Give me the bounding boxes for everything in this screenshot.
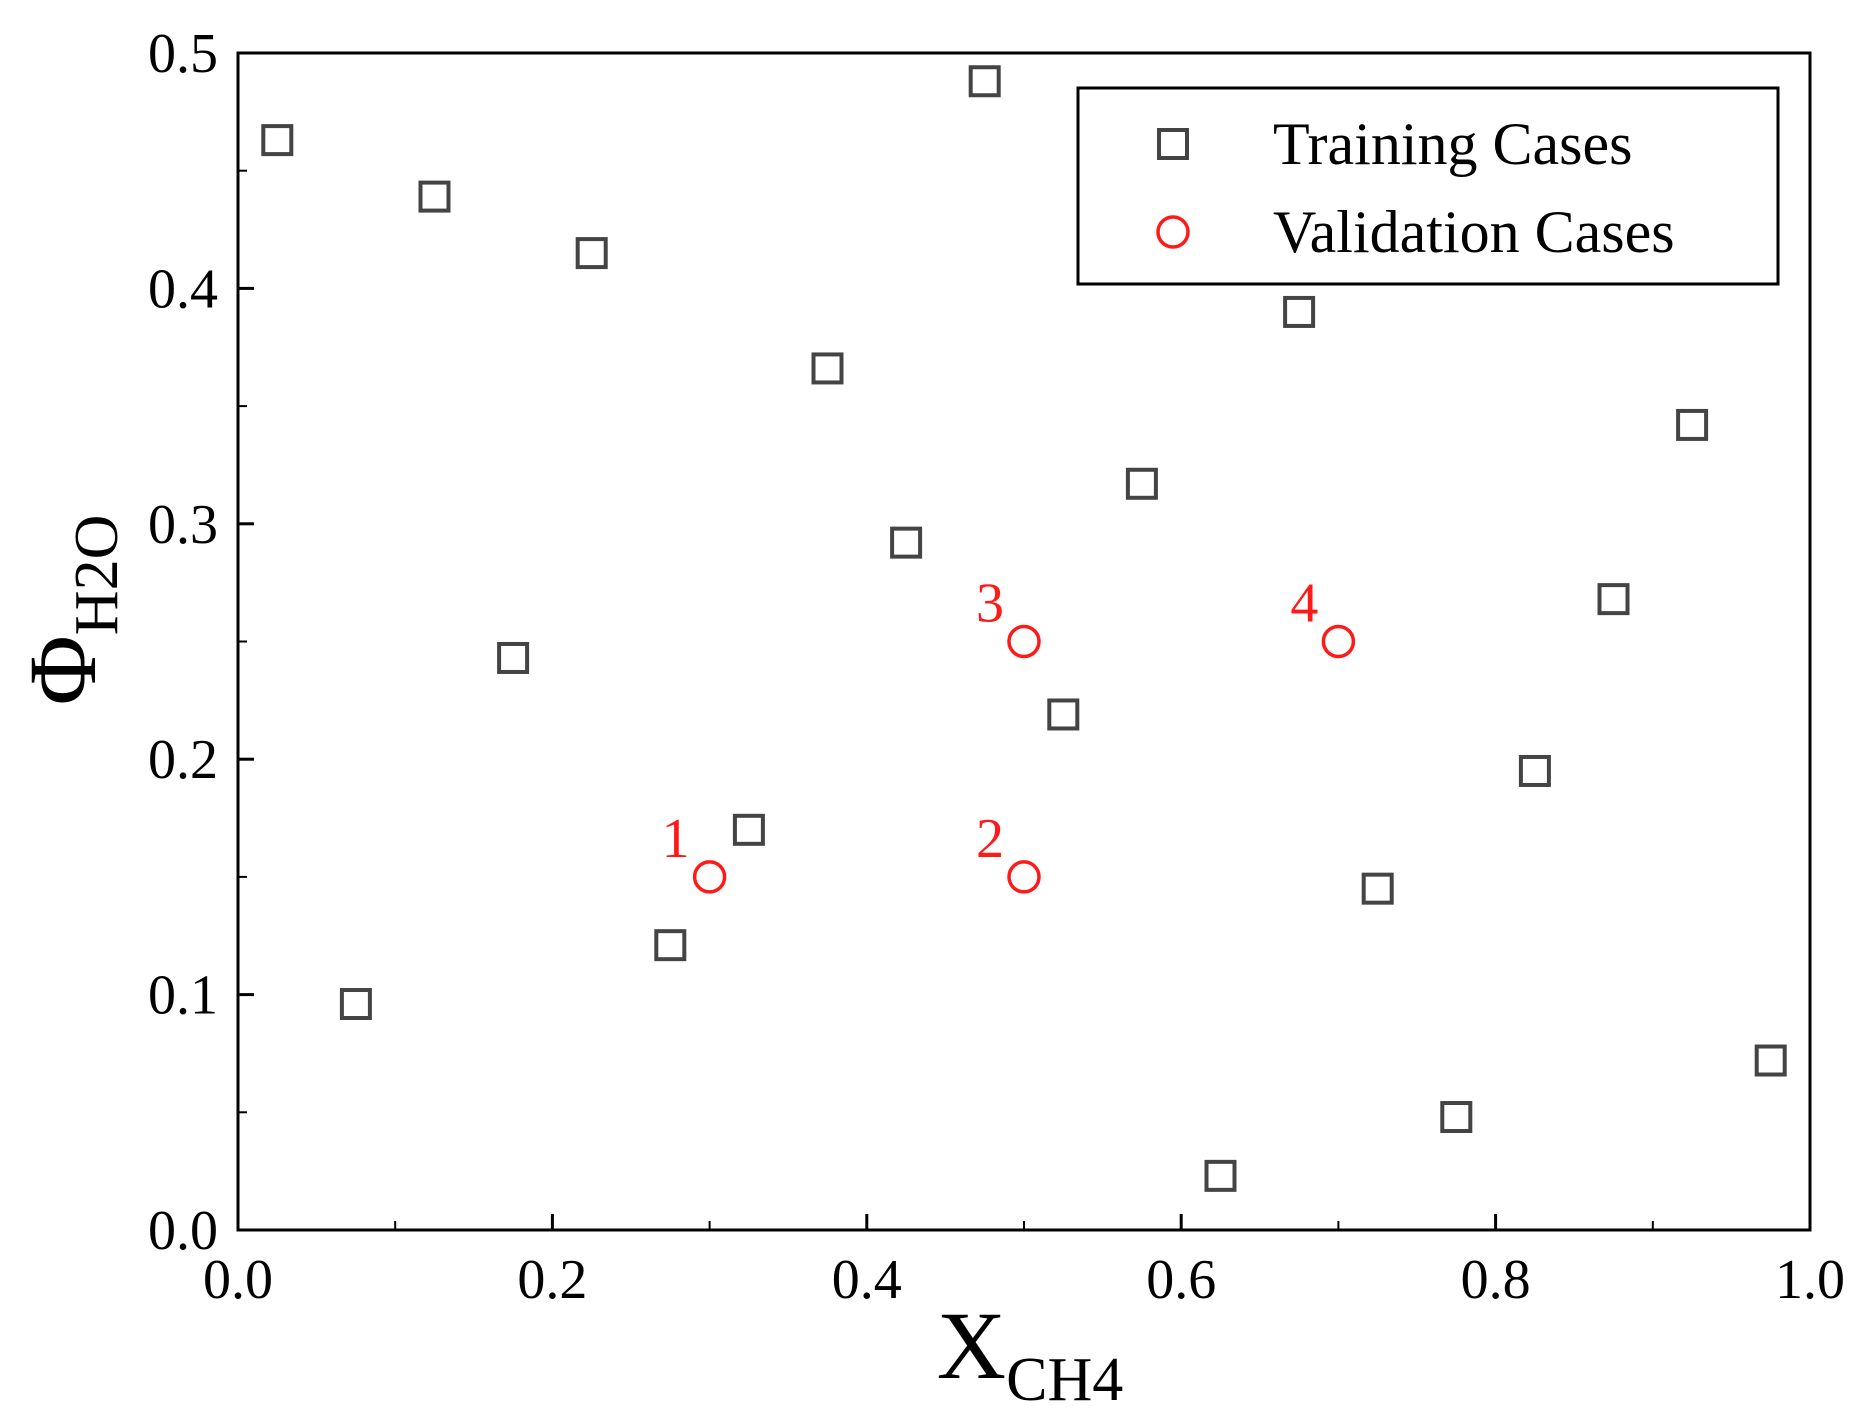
validation-point [1007,624,1041,659]
training-point [968,65,1001,98]
y-axis-title: ΦH2O [9,515,131,706]
x-axis-title-main: X [937,1292,1006,1399]
training-point [1676,408,1709,441]
training-point [732,813,765,846]
y-tick-label: 0.1 [148,965,218,1027]
x-axis-title-sub: CH4 [1006,1346,1123,1414]
y-tick-label: 0.0 [148,1200,218,1262]
training-point [1440,1101,1473,1134]
training-point [1597,583,1630,616]
x-tick-label: 0.6 [1146,1249,1216,1311]
legend-label: Training Cases [1273,111,1632,177]
svg-text:ΦH2O: ΦH2O [9,515,131,706]
training-point [575,237,608,270]
legend-box [1076,86,1780,286]
x-tick-label: 0.2 [517,1249,587,1311]
training-point [1204,1159,1237,1192]
x-tick-label: 0.8 [1461,1249,1531,1311]
y-tick-label: 0.3 [148,494,218,556]
training-point [418,180,451,213]
y-axis-title-sub: H2O [63,515,131,636]
series-1 [261,65,1787,1192]
training-point [1047,698,1080,731]
legend-circle-marker [1156,215,1190,249]
training-point [1754,1044,1787,1077]
validation-point [692,860,727,894]
training-point [811,352,844,385]
x-tick-label: 1.0 [1775,1249,1845,1311]
y-axis-title-main: Φ [9,635,116,705]
legend-label: Validation Cases [1273,199,1675,265]
training-point [1283,295,1316,328]
y-tick-label: 0.2 [148,729,218,791]
svg-text:XCH4: XCH4 [937,1292,1123,1414]
y-tick-label: 0.4 [148,258,218,320]
training-point [1361,872,1394,905]
training-point [497,641,530,674]
training-point [1518,754,1551,787]
legend-square-marker [1157,128,1189,160]
training-point [1125,467,1158,500]
training-point [339,988,372,1021]
y-tick-label: 0.5 [148,23,218,85]
training-point [890,526,923,559]
validation-point-label: 2 [976,808,1004,870]
legend: Training Cases Validation Cases [1076,86,1780,286]
training-point [654,929,687,962]
series-2: 1 2 3 4 [662,573,1356,894]
validation-point-label: 4 [1290,573,1318,635]
training-point [261,124,294,157]
plot-area: 0.0 0.2 0.4 0.6 0.8 1.0 0.0 0.1 0.2 0.3 0.4 0.5 1 2 3 4 [148,23,1845,1311]
validation-point-label: 1 [662,808,690,870]
x-axis-title: XCH4 [937,1292,1123,1414]
validation-point [1321,624,1356,659]
validation-point [1007,860,1041,894]
validation-point-label: 3 [976,573,1004,635]
x-tick-label: 0.0 [203,1249,273,1311]
x-tick-label: 0.4 [832,1249,902,1311]
